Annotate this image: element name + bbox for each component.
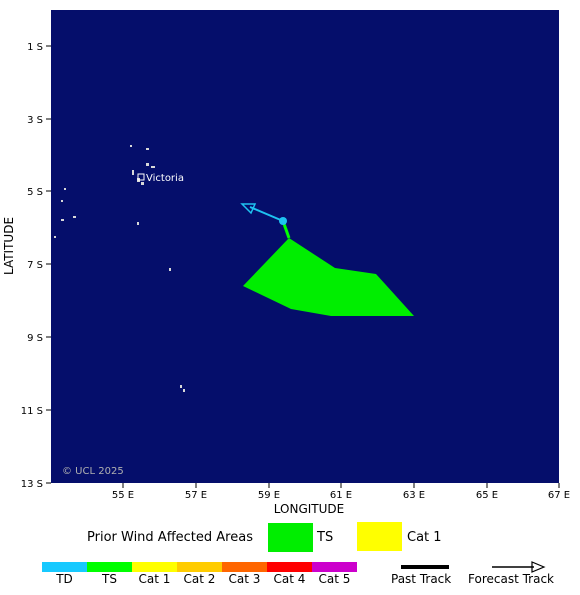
storm-position-dot — [279, 217, 287, 225]
lon-tick-label: 55 E — [112, 490, 134, 501]
lon-tick-label: 61 E — [330, 490, 352, 501]
lat-tick-label: 5 S — [27, 187, 43, 198]
lat-tick-label: 7 S — [27, 260, 43, 271]
cat1-swatch — [357, 522, 402, 551]
scale-cat4 — [267, 562, 312, 572]
past-track-label: Past Track — [391, 572, 452, 586]
copyright-text: © UCL 2025 — [62, 466, 124, 477]
x-axis-title: LONGITUDE — [274, 502, 344, 516]
ts-swatch — [268, 523, 313, 552]
forecast-track-arrow-icon — [531, 561, 546, 573]
forecast-arrowhead — [240, 203, 257, 215]
victoria-label: Victoria — [146, 173, 184, 184]
scale-td — [42, 562, 87, 572]
scale-cat1 — [132, 562, 177, 572]
ts-swatch-label: TS — [317, 530, 334, 545]
scale-label-cat5: Cat 5 — [318, 572, 351, 586]
lat-tick-label: 3 S — [27, 115, 43, 126]
lat-tick-label: 1 S — [27, 42, 43, 53]
lat-axis — [46, 45, 51, 484]
scale-cat2 — [177, 562, 222, 572]
lon-tick-label: 65 E — [476, 490, 498, 501]
scale-label-cat1: Cat 1 — [138, 572, 171, 586]
lat-tick-label: 13 S — [21, 479, 43, 490]
lon-tick-label: 67 E — [548, 490, 570, 501]
scale-cat5 — [312, 562, 357, 572]
scale-cat3 — [222, 562, 267, 572]
lon-tick-label: 63 E — [403, 490, 425, 501]
cat1-swatch-label: Cat 1 — [407, 530, 442, 545]
scale-label-cat4: Cat 4 — [273, 572, 306, 586]
scale-label-cat3: Cat 3 — [228, 572, 261, 586]
lat-tick-label: 9 S — [27, 333, 43, 344]
forecast-track-line — [249, 206, 284, 222]
lat-tick-label: 11 S — [21, 406, 43, 417]
forecast-track-label: Forecast Track — [468, 572, 554, 586]
victoria-marker — [137, 173, 145, 181]
lon-axis — [122, 483, 560, 488]
y-axis-title: LATITUDE — [2, 217, 16, 275]
lon-tick-label: 59 E — [258, 490, 280, 501]
ocean-area — [51, 10, 559, 483]
ts-wind-area — [243, 238, 414, 316]
scale-label-ts: TS — [102, 572, 117, 586]
scale-ts — [87, 562, 132, 572]
lon-tick-label: 57 E — [185, 490, 207, 501]
prior-wind-title: Prior Wind Affected Areas — [87, 530, 253, 545]
scale-label-cat2: Cat 2 — [183, 572, 216, 586]
scale-label-td: TD — [56, 572, 73, 586]
